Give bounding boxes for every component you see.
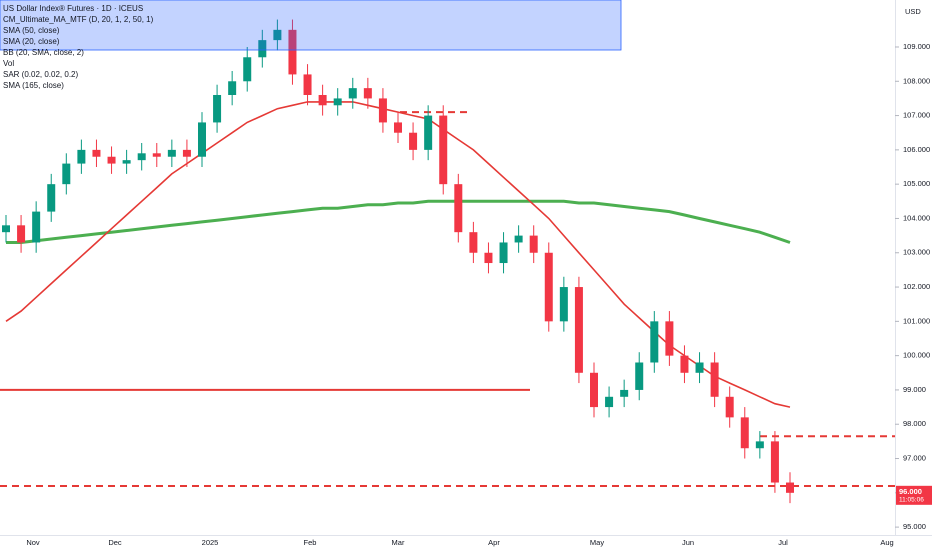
candle-body — [725, 396, 734, 418]
candle-body — [605, 396, 614, 408]
candle-body — [17, 225, 26, 243]
candle-body — [755, 441, 764, 449]
candle-body — [439, 115, 448, 185]
y-tick-label: 101.000 — [903, 316, 930, 325]
candle-body — [288, 29, 297, 75]
x-tick-label: Nov — [26, 538, 40, 547]
legend-entry: Vol — [3, 59, 14, 68]
last-price-box — [896, 485, 932, 505]
candle-body — [695, 362, 704, 373]
candle-body — [454, 184, 463, 233]
candle-body — [469, 232, 478, 253]
y-tick-label: 100.000 — [903, 351, 930, 360]
candle-body — [77, 149, 86, 164]
candle-body — [92, 149, 101, 157]
x-tick-label: Jun — [682, 538, 694, 547]
y-tick-label: 103.000 — [903, 248, 930, 257]
candle-body — [424, 115, 433, 150]
x-tick-label: Feb — [304, 538, 317, 547]
last-price-label: 96.000 — [899, 487, 922, 496]
legend-entry: SAR (0.02, 0.02, 0.2) — [3, 70, 78, 79]
candle-body — [740, 417, 749, 449]
candle-body — [198, 122, 206, 157]
currency-label: USD — [905, 7, 921, 16]
x-tick-label: Apr — [488, 538, 500, 547]
candle-body — [499, 242, 508, 264]
candle-body — [32, 211, 41, 243]
x-tick-label: Aug — [880, 538, 893, 547]
x-tick-label: Jul — [778, 538, 788, 547]
candle-body — [137, 153, 146, 161]
candle-body — [122, 160, 131, 164]
selection-box — [0, 0, 622, 51]
candle-body — [167, 149, 176, 157]
legend-entry: SMA (50, close) — [3, 26, 60, 35]
plot-area — [0, 19, 895, 504]
y-tick-label: 109.000 — [903, 42, 930, 51]
y-tick-label: 95.000 — [903, 522, 926, 531]
candle-body — [665, 321, 674, 356]
x-tick-label: Dec — [108, 538, 122, 547]
y-tick-label: 105.000 — [903, 179, 930, 188]
moving-average-line — [5, 101, 791, 408]
y-tick-label: 102.000 — [903, 282, 930, 291]
x-tick-label: 2025 — [202, 538, 219, 547]
y-tick-label: 97.000 — [903, 454, 926, 463]
legend-entry: SMA (165, close) — [3, 81, 64, 90]
y-tick-label: 99.000 — [903, 385, 926, 394]
candle-body — [529, 235, 538, 253]
legend-entry: CM_Ultimate_MA_MTF (D, 20, 1, 2, 50, 1) — [3, 15, 154, 24]
countdown-label: 11:05:06 — [899, 497, 924, 504]
candle-body — [273, 29, 282, 41]
candle-body — [559, 287, 568, 322]
candle-body — [152, 153, 161, 157]
legend-entry: BB (20, SMA, close, 2) — [3, 48, 84, 57]
candle-body — [514, 235, 523, 243]
candle-body — [394, 122, 402, 133]
candle-body — [62, 163, 71, 185]
candle-body — [710, 362, 719, 397]
candle-body — [303, 74, 312, 95]
candle-body — [484, 252, 493, 264]
candle-body — [2, 225, 10, 233]
candle-body — [228, 81, 237, 95]
y-tick-label: 98.000 — [903, 419, 926, 428]
candle-body — [182, 149, 191, 157]
y-tick-label: 106.000 — [903, 145, 930, 154]
x-tick-label: May — [590, 538, 604, 547]
x-tick-label: Mar — [392, 538, 405, 547]
candle-body — [786, 482, 794, 493]
legend-entry: SMA (20, close) — [3, 37, 60, 46]
legend-title: US Dollar Index® Futures · 1D · ICEUS — [3, 4, 143, 13]
y-tick-label: 104.000 — [903, 213, 930, 222]
candle-body — [348, 88, 357, 99]
candle-body — [258, 40, 267, 58]
candle-body — [620, 389, 629, 397]
candle-body — [47, 184, 56, 212]
moving-average-line — [6, 199, 791, 244]
candle-body — [650, 321, 659, 363]
candle-body — [680, 355, 689, 373]
candle-body — [333, 98, 342, 106]
candle-body — [544, 252, 553, 322]
candle-body — [409, 132, 418, 150]
candle-body — [378, 98, 387, 123]
candle-body — [770, 441, 779, 483]
candle-body — [213, 94, 222, 123]
candle-body — [590, 372, 598, 408]
y-tick-label: 107.000 — [903, 111, 930, 120]
candle-body — [574, 287, 583, 373]
candle-body — [363, 88, 372, 99]
candle-body — [243, 57, 252, 82]
y-tick-label: 108.000 — [903, 76, 930, 85]
candle-body — [107, 156, 116, 164]
candle-body — [635, 362, 644, 390]
candle-body — [318, 94, 327, 106]
